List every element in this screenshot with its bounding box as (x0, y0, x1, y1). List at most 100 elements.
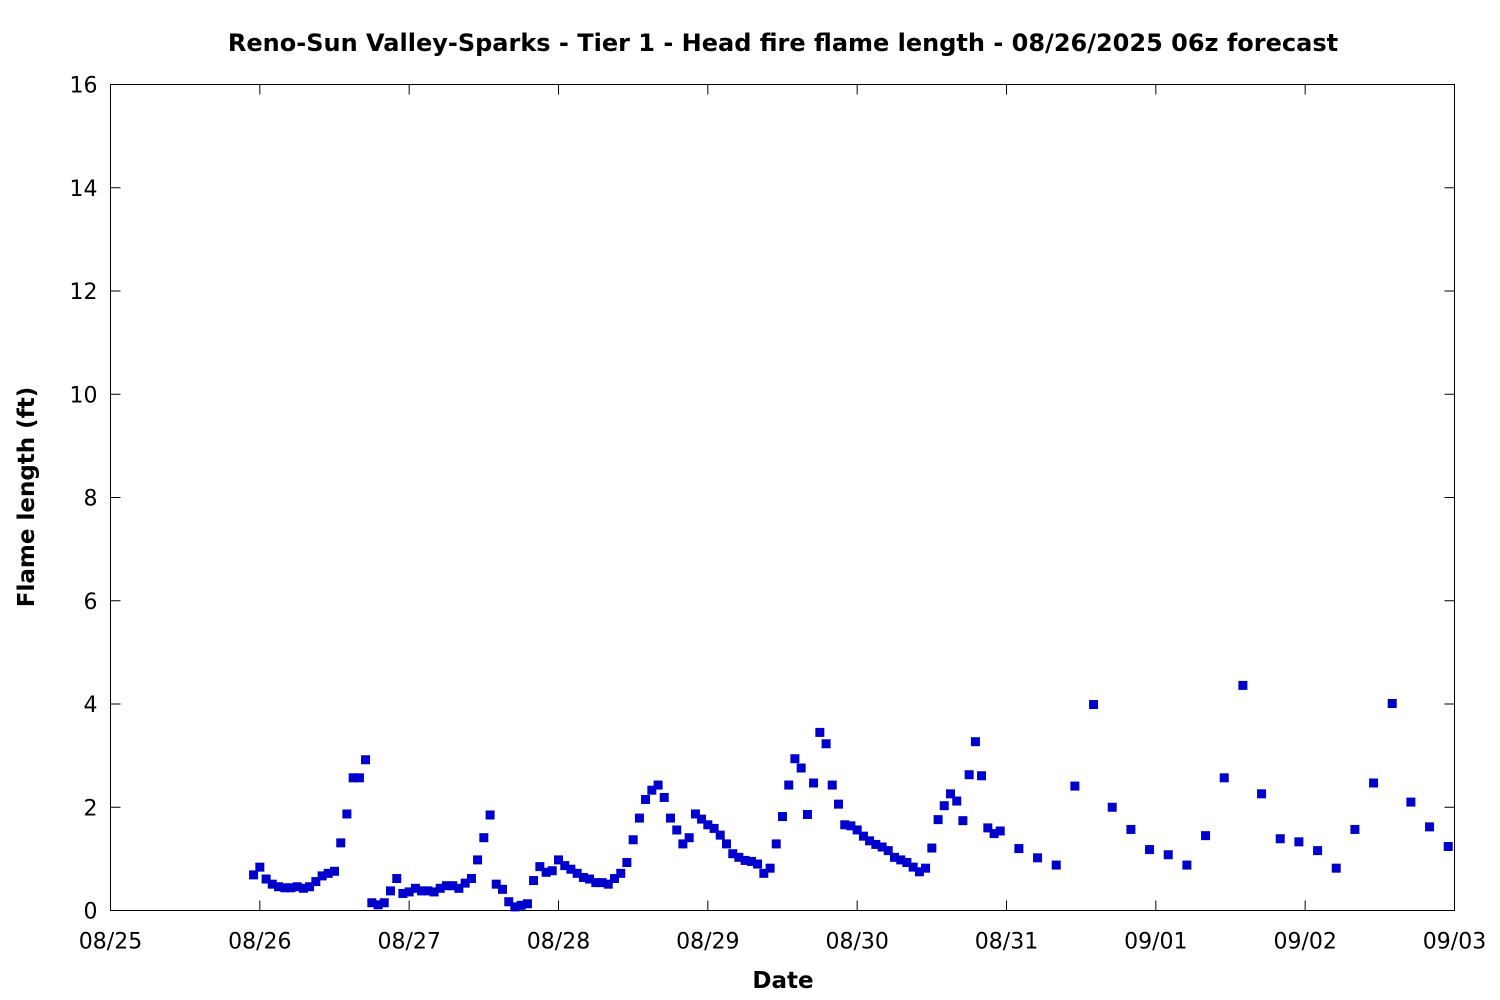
data-point (498, 884, 507, 894)
data-point (622, 857, 632, 867)
data-point (578, 872, 588, 882)
data-point (510, 902, 520, 912)
data-point (1201, 831, 1211, 841)
y-tick-label: 4 (84, 693, 98, 718)
data-point (946, 789, 955, 799)
data-point (678, 839, 688, 849)
data-point (977, 771, 987, 781)
data-point (952, 796, 962, 806)
data-point (491, 879, 501, 889)
data-point (902, 857, 912, 867)
data-point (267, 879, 277, 889)
data-point (871, 839, 881, 849)
y-tick-label: 6 (84, 590, 98, 615)
data-point (448, 881, 458, 891)
data-point (1107, 802, 1117, 812)
data-point (684, 833, 694, 843)
data-point (921, 863, 931, 873)
data-point (466, 873, 476, 883)
data-point (1331, 863, 1341, 873)
data-point (417, 886, 427, 896)
data-point (1126, 824, 1136, 834)
data-point (890, 852, 899, 862)
data-point (504, 897, 514, 907)
data-point (280, 883, 290, 893)
data-point (771, 839, 781, 849)
data-point (348, 773, 358, 783)
x-tick-label: 08/26 (228, 930, 291, 955)
x-tick-label: 09/02 (1273, 930, 1336, 955)
data-point (896, 855, 906, 865)
data-point (1163, 850, 1173, 860)
x-tick-label: 09/01 (1124, 930, 1187, 955)
data-point (597, 878, 607, 888)
data-point (485, 810, 495, 820)
data-point (821, 739, 831, 749)
data-point (715, 830, 725, 840)
data-point (585, 874, 595, 884)
data-point (460, 878, 470, 888)
data-point (690, 809, 700, 819)
data-point (379, 898, 389, 908)
y-tick-label: 0 (84, 900, 98, 925)
data-point (883, 846, 893, 856)
y-tick-label: 14 (70, 177, 98, 202)
x-axis: 08/25 08/26 08/27 08/28 08/29 08/30 08/31 09/01… (79, 84, 1486, 955)
data-point (740, 855, 750, 865)
data-point (1425, 822, 1435, 832)
data-point (840, 820, 850, 830)
data-point (728, 849, 738, 859)
data-point (423, 886, 433, 896)
data-point (392, 873, 402, 883)
data-point (1294, 837, 1304, 847)
data-point (709, 823, 719, 833)
data-point (753, 859, 763, 869)
data-point (317, 871, 327, 881)
data-point (634, 813, 644, 823)
data-point (323, 868, 333, 878)
data-point (697, 814, 707, 824)
data-point (373, 900, 383, 910)
x-tick-label: 08/30 (825, 930, 888, 955)
data-point (989, 829, 999, 839)
x-axis-label: Date (752, 968, 813, 994)
data-point (522, 899, 532, 909)
data-point (410, 883, 420, 893)
data-point (330, 866, 339, 876)
data-point (877, 842, 887, 852)
data-series (249, 680, 1453, 912)
data-point (249, 870, 259, 880)
data-point (386, 886, 395, 896)
data-point (914, 867, 924, 877)
data-point (454, 883, 464, 893)
y-tick-label: 16 (70, 74, 98, 99)
data-point (802, 809, 812, 819)
data-point (1051, 860, 1061, 870)
data-point (336, 838, 346, 848)
data-point (1257, 789, 1267, 799)
data-point (858, 831, 868, 841)
data-point (1145, 845, 1155, 855)
data-point (274, 882, 283, 892)
data-point (796, 763, 806, 773)
data-point (827, 780, 837, 790)
data-point (628, 835, 638, 845)
data-point (1238, 680, 1248, 690)
data-point (1089, 700, 1099, 710)
data-point (659, 792, 669, 802)
data-point (479, 833, 489, 843)
data-point (970, 737, 980, 747)
data-point (404, 887, 414, 897)
data-point (529, 876, 539, 886)
data-point (541, 867, 551, 877)
data-point (1219, 773, 1229, 783)
data-point (995, 826, 1005, 836)
data-point (746, 856, 756, 866)
data-point (572, 868, 582, 878)
data-point (939, 801, 949, 811)
data-point (261, 874, 271, 884)
data-point (1369, 778, 1379, 788)
data-point (1406, 797, 1416, 807)
